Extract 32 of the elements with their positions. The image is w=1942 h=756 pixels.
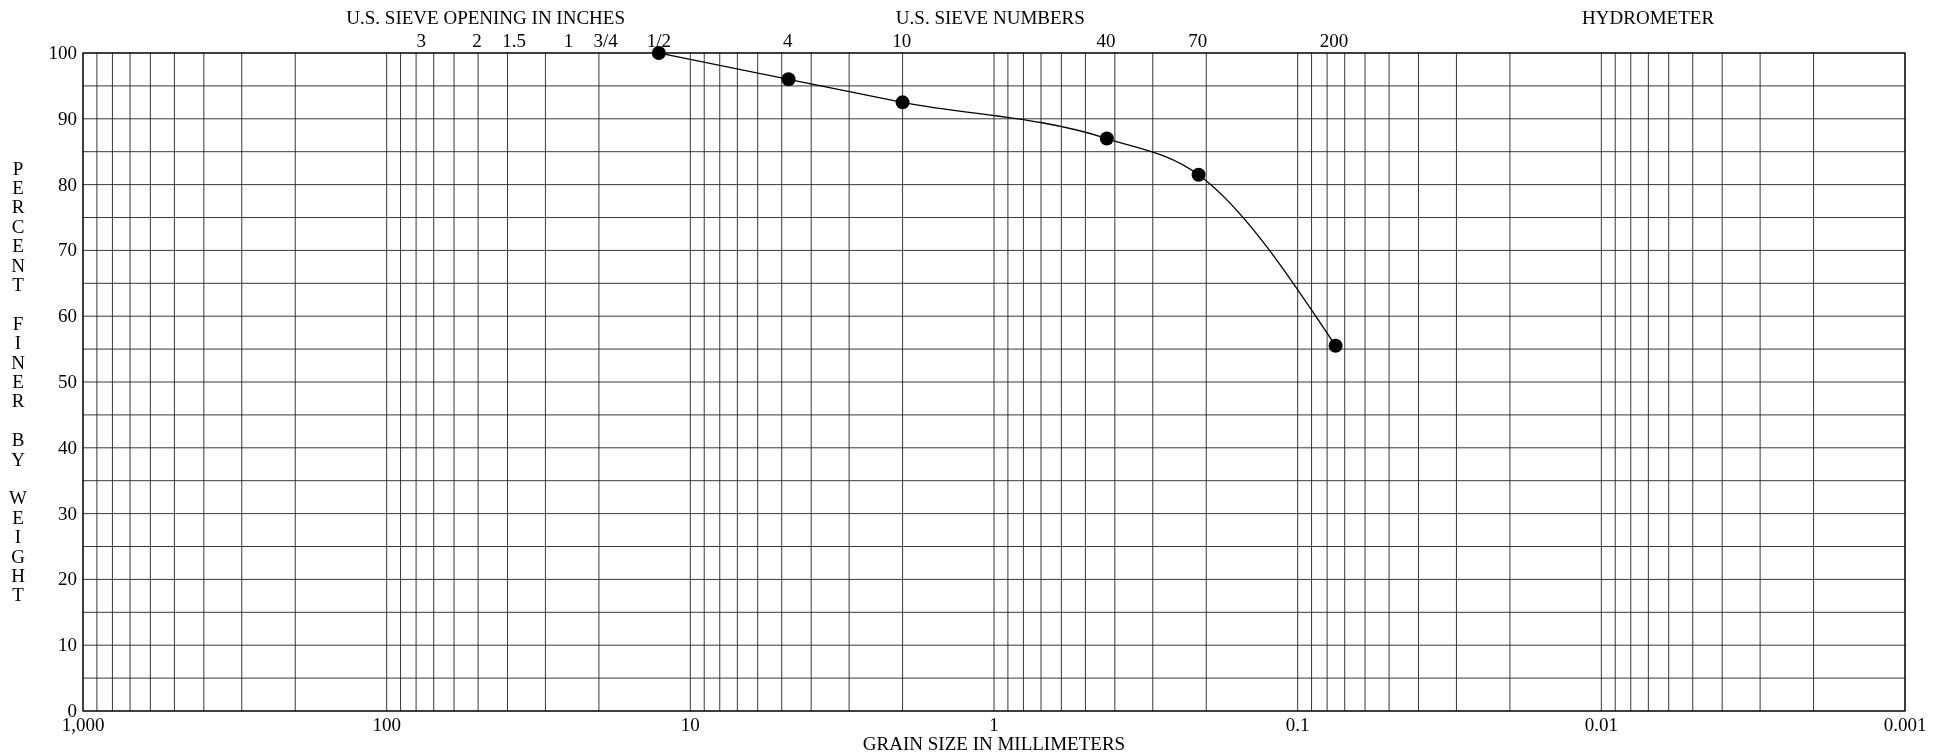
text: 40 xyxy=(1096,30,1116,51)
x-axis-title: GRAIN SIZE IN MILLIMETERS xyxy=(862,733,1126,754)
y-tick-label: 60 xyxy=(58,305,77,327)
x-tick-label: 0.01 xyxy=(1584,714,1618,735)
y-tick-label: 100 xyxy=(48,42,77,63)
y-tick-label: 90 xyxy=(58,107,77,129)
text: U.S. SIEVE NUMBERS xyxy=(895,7,1085,28)
text: 70 xyxy=(1188,30,1208,51)
text: 3 xyxy=(416,30,426,51)
text: 2 xyxy=(472,30,482,51)
y-tick-label: 40 xyxy=(58,436,77,458)
y-tick-label: 30 xyxy=(58,502,77,524)
text: 10 xyxy=(892,30,912,51)
text: U.S. SIEVE OPENING IN INCHES xyxy=(346,7,625,28)
text: PERCENT FINER BY WEIGHT xyxy=(9,157,27,606)
text: 3/4 xyxy=(593,30,619,51)
text: 1 xyxy=(563,30,574,51)
x-tick-label: 0.1 xyxy=(1285,714,1310,735)
text: 4 xyxy=(783,30,793,51)
y-tick-label: 20 xyxy=(58,568,77,590)
y-tick-label: 80 xyxy=(58,173,77,195)
x-tick-label: 0.001 xyxy=(1883,714,1927,735)
x-tick-label: 10 xyxy=(680,714,700,735)
y-tick-label: 10 xyxy=(58,634,77,656)
x-tick-label: 1 xyxy=(989,714,999,735)
text: 200 xyxy=(1319,30,1349,51)
y-tick-label: 50 xyxy=(58,371,77,392)
text: 1/2 xyxy=(646,30,672,51)
x-tick-label: 100 xyxy=(372,714,401,735)
y-tick-label: 70 xyxy=(58,239,77,261)
text: 1.5 xyxy=(502,30,526,51)
text: HYDROMETER xyxy=(1582,7,1715,28)
